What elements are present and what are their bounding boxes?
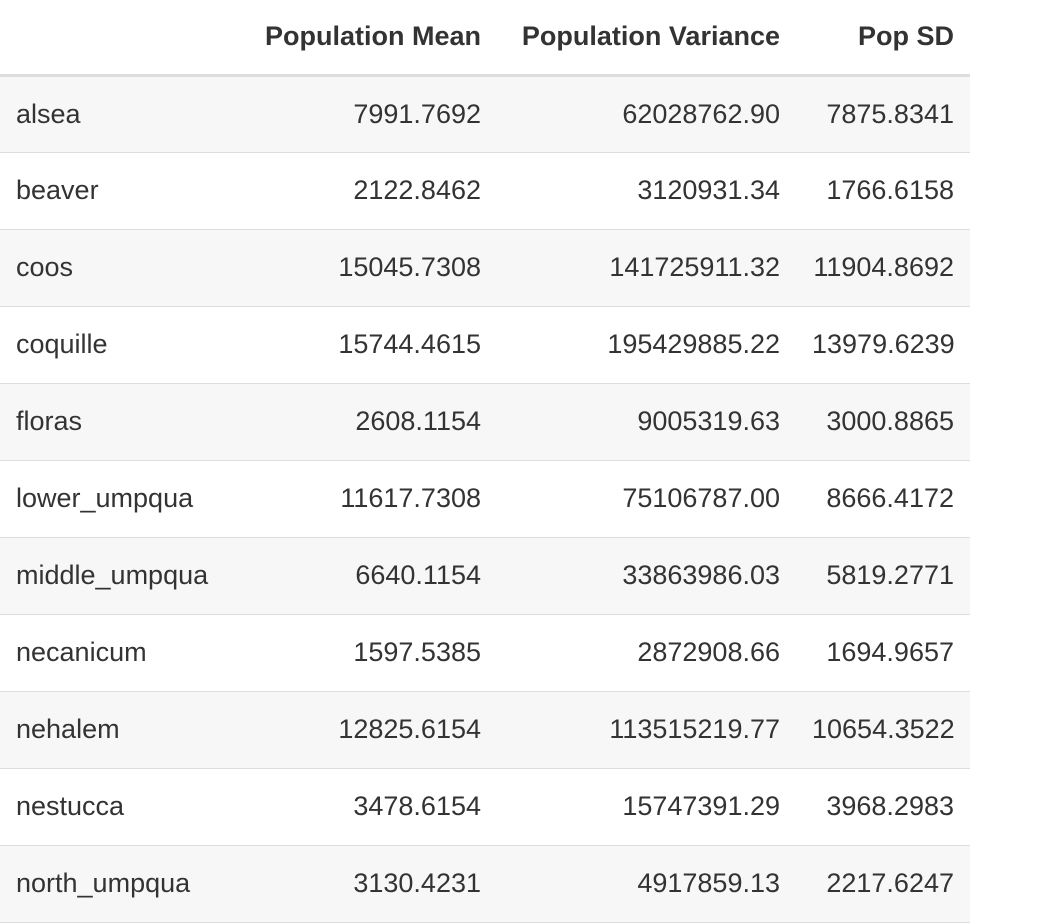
cell-population-variance: 62028762.90 <box>497 75 796 153</box>
cell-name: lower_umpqua <box>0 460 241 538</box>
cell-name: north_umpqua <box>0 845 241 923</box>
cell-population-variance: 141725911.32 <box>497 229 796 307</box>
table-row: lower_umpqua 11617.7308 75106787.00 8666… <box>0 460 970 538</box>
cell-population-variance: 195429885.22 <box>497 306 796 384</box>
cell-population-mean: 2122.8462 <box>241 152 497 230</box>
cell-population-mean: 7991.7692 <box>241 75 497 153</box>
cell-population-variance: 4917859.13 <box>497 845 796 923</box>
cell-population-variance: 3120931.34 <box>497 152 796 230</box>
header-row: Population Mean Population Variance Pop … <box>0 0 970 77</box>
table-row: beaver 2122.8462 3120931.34 1766.6158 <box>0 152 970 230</box>
cell-name: coos <box>0 229 241 307</box>
stats-table-container: Population Mean Population Variance Pop … <box>0 0 970 923</box>
table-row: necanicum 1597.5385 2872908.66 1694.9657 <box>0 614 970 692</box>
population-stats-table: Population Mean Population Variance Pop … <box>0 0 970 923</box>
cell-population-mean: 6640.1154 <box>241 537 497 615</box>
cell-name: floras <box>0 383 241 461</box>
cell-pop-sd: 8666.4172 <box>796 460 970 538</box>
cell-pop-sd: 3968.2983 <box>796 768 970 846</box>
table-row: coos 15045.7308 141725911.32 11904.8692 <box>0 229 970 307</box>
cell-name: beaver <box>0 152 241 230</box>
table-row: nestucca 3478.6154 15747391.29 3968.2983 <box>0 768 970 846</box>
cell-population-mean: 1597.5385 <box>241 614 497 692</box>
table-row: floras 2608.1154 9005319.63 3000.8865 <box>0 383 970 461</box>
header-pop-sd: Pop SD <box>796 0 970 77</box>
cell-name: nestucca <box>0 768 241 846</box>
table-body: alsea 7991.7692 62028762.90 7875.8341 be… <box>0 75 970 923</box>
cell-population-mean: 15744.4615 <box>241 306 497 384</box>
cell-pop-sd: 7875.8341 <box>796 75 970 153</box>
cell-pop-sd: 5819.2771 <box>796 537 970 615</box>
table-row: middle_umpqua 6640.1154 33863986.03 5819… <box>0 537 970 615</box>
table-row: alsea 7991.7692 62028762.90 7875.8341 <box>0 75 970 153</box>
cell-population-mean: 3130.4231 <box>241 845 497 923</box>
cell-population-mean: 11617.7308 <box>241 460 497 538</box>
cell-pop-sd: 10654.3522 <box>796 691 970 769</box>
cell-population-mean: 3478.6154 <box>241 768 497 846</box>
cell-population-mean: 12825.6154 <box>241 691 497 769</box>
table-row: coquille 15744.4615 195429885.22 13979.6… <box>0 306 970 384</box>
cell-pop-sd: 1694.9657 <box>796 614 970 692</box>
cell-population-mean: 2608.1154 <box>241 383 497 461</box>
cell-name: coquille <box>0 306 241 384</box>
header-population-variance: Population Variance <box>497 0 796 77</box>
cell-population-variance: 33863986.03 <box>497 537 796 615</box>
table-row: nehalem 12825.6154 113515219.77 10654.35… <box>0 691 970 769</box>
cell-name: nehalem <box>0 691 241 769</box>
cell-name: middle_umpqua <box>0 537 241 615</box>
cell-population-variance: 113515219.77 <box>497 691 796 769</box>
cell-pop-sd: 11904.8692 <box>796 229 970 307</box>
header-name <box>0 0 241 77</box>
table-header: Population Mean Population Variance Pop … <box>0 0 970 77</box>
cell-population-variance: 15747391.29 <box>497 768 796 846</box>
cell-pop-sd: 1766.6158 <box>796 152 970 230</box>
cell-pop-sd: 13979.6239 <box>796 306 970 384</box>
cell-population-variance: 75106787.00 <box>497 460 796 538</box>
cell-name: necanicum <box>0 614 241 692</box>
cell-name: alsea <box>0 75 241 153</box>
header-population-mean: Population Mean <box>241 0 497 77</box>
cell-pop-sd: 3000.8865 <box>796 383 970 461</box>
cell-pop-sd: 2217.6247 <box>796 845 970 923</box>
cell-population-mean: 15045.7308 <box>241 229 497 307</box>
table-row: north_umpqua 3130.4231 4917859.13 2217.6… <box>0 845 970 923</box>
cell-population-variance: 9005319.63 <box>497 383 796 461</box>
cell-population-variance: 2872908.66 <box>497 614 796 692</box>
